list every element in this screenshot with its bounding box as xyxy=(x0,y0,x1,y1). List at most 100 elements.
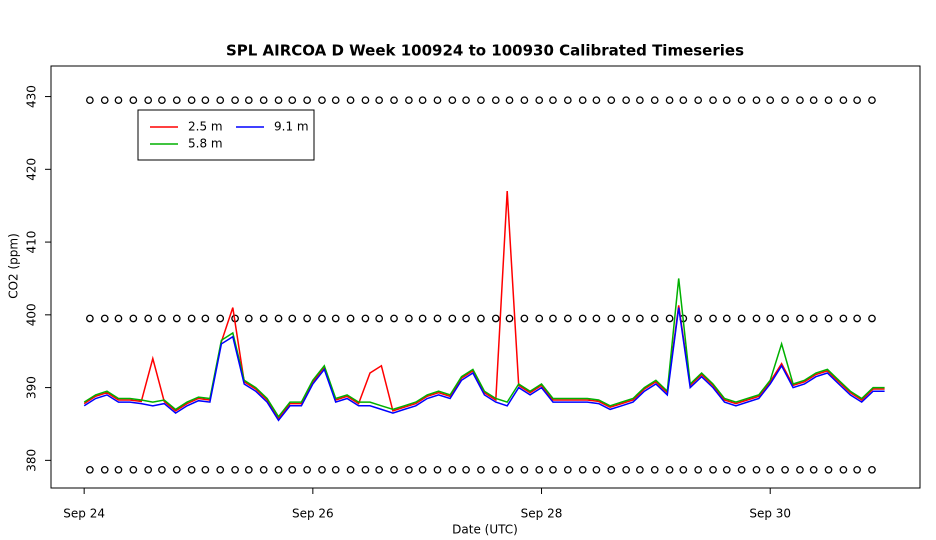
calibration-marker xyxy=(578,96,587,105)
calibration-marker xyxy=(636,314,644,323)
calibration-marker xyxy=(650,465,659,474)
calibration-marker xyxy=(665,465,674,474)
calibration-marker xyxy=(231,465,239,474)
calibration-marker xyxy=(405,465,413,474)
calibration-marker xyxy=(405,314,413,323)
calibration-marker xyxy=(520,465,529,474)
calibration-marker xyxy=(491,465,500,474)
calibration-marker xyxy=(853,96,861,105)
calibration-marker xyxy=(665,96,674,105)
calibration-marker xyxy=(303,314,311,323)
calibration-marker xyxy=(709,465,717,474)
calibration-marker xyxy=(491,314,500,323)
calibration-marker xyxy=(549,314,557,323)
calibration-marker xyxy=(288,465,297,474)
calibration-marker xyxy=(158,465,166,474)
calibration-marker xyxy=(144,465,153,474)
calibration-marker xyxy=(607,314,616,323)
calibration-marker xyxy=(752,96,761,105)
calibration-marker xyxy=(158,96,166,105)
calibration-marker xyxy=(839,314,848,323)
calibration-marker xyxy=(418,314,427,323)
y-tick-label: 390 xyxy=(25,376,39,399)
calibration-marker xyxy=(361,465,370,474)
calibration-marker xyxy=(853,314,861,323)
calibration-marker xyxy=(129,465,138,474)
calibration-marker xyxy=(809,465,818,474)
calibration-marker xyxy=(592,96,601,105)
calibration-marker xyxy=(216,96,225,105)
y-axis-label: CO2 (ppm) xyxy=(7,233,21,299)
calibration-marker xyxy=(679,465,688,474)
series-line xyxy=(83,278,885,419)
calibration-marker xyxy=(244,465,253,474)
calibration-marker xyxy=(477,465,485,474)
x-axis-label: Date (UTC) xyxy=(452,523,518,537)
calibration-marker xyxy=(520,314,529,323)
calibration-marker xyxy=(318,465,326,474)
calibration-marker xyxy=(303,96,311,105)
calibration-marker xyxy=(361,314,370,323)
calibration-marker xyxy=(824,465,833,474)
calibration-marker xyxy=(839,96,848,105)
calibration-marker xyxy=(462,465,470,474)
series-line xyxy=(83,191,885,420)
calibration-marker xyxy=(549,96,557,105)
calibration-marker xyxy=(752,314,761,323)
x-tick-label: Sep 26 xyxy=(292,507,334,521)
calibration-marker xyxy=(737,465,746,474)
calibration-marker xyxy=(448,314,457,323)
calibration-marker xyxy=(158,314,166,323)
calibration-marker xyxy=(868,314,876,323)
calibration-marker xyxy=(722,96,731,105)
calibration-marker xyxy=(505,465,514,474)
calibration-marker xyxy=(129,96,138,105)
calibration-marker xyxy=(433,314,442,323)
calibration-marker xyxy=(592,465,601,474)
calibration-marker xyxy=(259,314,268,323)
calibration-marker xyxy=(477,96,485,105)
plot-frame xyxy=(50,65,921,489)
calibration-marker xyxy=(100,96,109,105)
calibration-marker xyxy=(172,314,181,323)
calibration-marker xyxy=(781,96,789,105)
calibration-marker xyxy=(622,465,630,474)
calibration-marker xyxy=(824,314,833,323)
calibration-marker xyxy=(520,96,529,105)
calibration-marker xyxy=(274,465,283,474)
calibration-marker xyxy=(86,96,94,105)
calibration-marker xyxy=(462,96,470,105)
calibration-marker xyxy=(563,465,572,474)
calibration-marker xyxy=(607,465,616,474)
calibration-marker xyxy=(86,314,94,323)
calibration-marker xyxy=(709,314,717,323)
calibration-marker xyxy=(375,465,384,474)
y-tick-label: 410 xyxy=(25,231,39,254)
x-tick-label: Sep 30 xyxy=(749,507,791,521)
calibration-marker xyxy=(346,96,355,105)
calibration-marker xyxy=(578,314,587,323)
calibration-marker xyxy=(433,465,442,474)
calibration-marker xyxy=(318,96,326,105)
legend-label: 2.5 m xyxy=(188,120,223,134)
calibration-marker xyxy=(737,314,746,323)
calibration-marker xyxy=(824,96,833,105)
calibration-marker xyxy=(144,314,153,323)
calibration-marker xyxy=(201,314,210,323)
calibration-marker xyxy=(622,314,630,323)
calibration-marker xyxy=(375,96,384,105)
calibration-marker xyxy=(809,314,818,323)
calibration-marker xyxy=(679,96,688,105)
calibration-marker xyxy=(231,96,239,105)
calibration-marker xyxy=(346,314,355,323)
calibration-marker xyxy=(405,96,413,105)
calibration-marker xyxy=(274,314,283,323)
calibration-marker xyxy=(375,314,384,323)
calibration-marker xyxy=(448,96,457,105)
calibration-marker xyxy=(636,96,644,105)
calibration-marker xyxy=(114,96,123,105)
calibration-marker xyxy=(187,96,196,105)
calibration-marker xyxy=(390,314,398,323)
calibration-marker xyxy=(100,314,109,323)
calibration-marker xyxy=(650,96,659,105)
